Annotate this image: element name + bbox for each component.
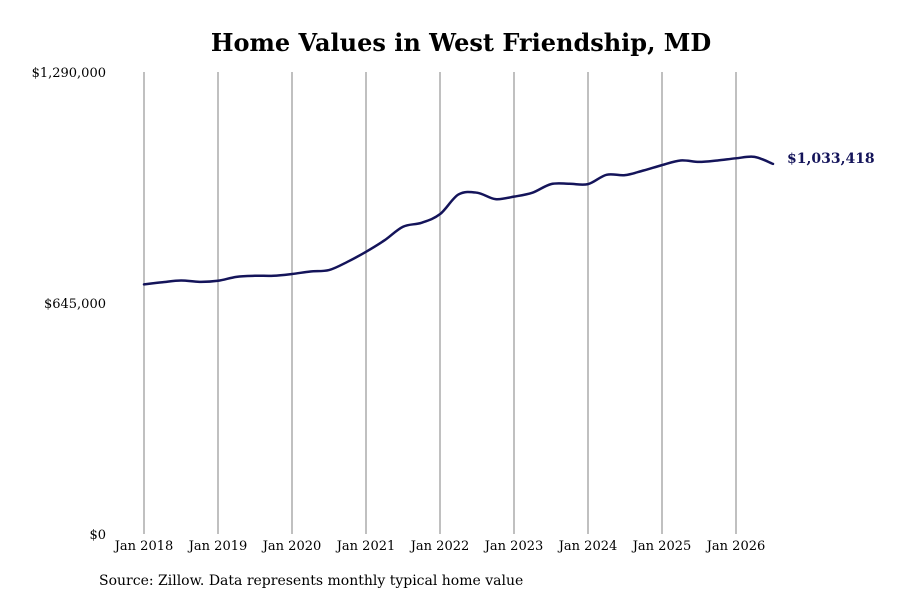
y-tick-label: $645,000 xyxy=(44,297,106,312)
source-note: Source: Zillow. Data represents monthly … xyxy=(99,573,524,589)
chart-title: Home Values in West Friendship, MD xyxy=(210,28,712,57)
x-tick-label: Jan 2025 xyxy=(631,539,692,554)
y-axis-ticks: $0 $645,000 $1,290,000 xyxy=(32,66,106,543)
series-line-0 xyxy=(142,155,775,286)
x-tick-label: Jan 2024 xyxy=(557,539,618,554)
data-label-layer: $1,033,418 xyxy=(787,151,875,167)
y-tick-label: $0 xyxy=(89,528,106,543)
y-tick-label: $1,290,000 xyxy=(32,66,106,81)
x-tick-label: Jan 2026 xyxy=(705,539,766,554)
x-axis-ticks: Jan 2018 Jan 2019 Jan 2020 Jan 2021 Jan 2022… xyxy=(113,539,766,554)
grid-layer xyxy=(143,72,737,534)
end-value-label: $1,033,418 xyxy=(787,151,875,167)
x-tick-label: Jan 2021 xyxy=(335,539,396,554)
x-tick-label: Jan 2022 xyxy=(409,539,470,554)
series-layer xyxy=(142,155,775,286)
x-tick-label: Jan 2020 xyxy=(261,539,322,554)
x-tick-label: Jan 2023 xyxy=(483,539,544,554)
x-tick-label: Jan 2018 xyxy=(113,539,174,554)
x-tick-label: Jan 2019 xyxy=(187,539,248,554)
